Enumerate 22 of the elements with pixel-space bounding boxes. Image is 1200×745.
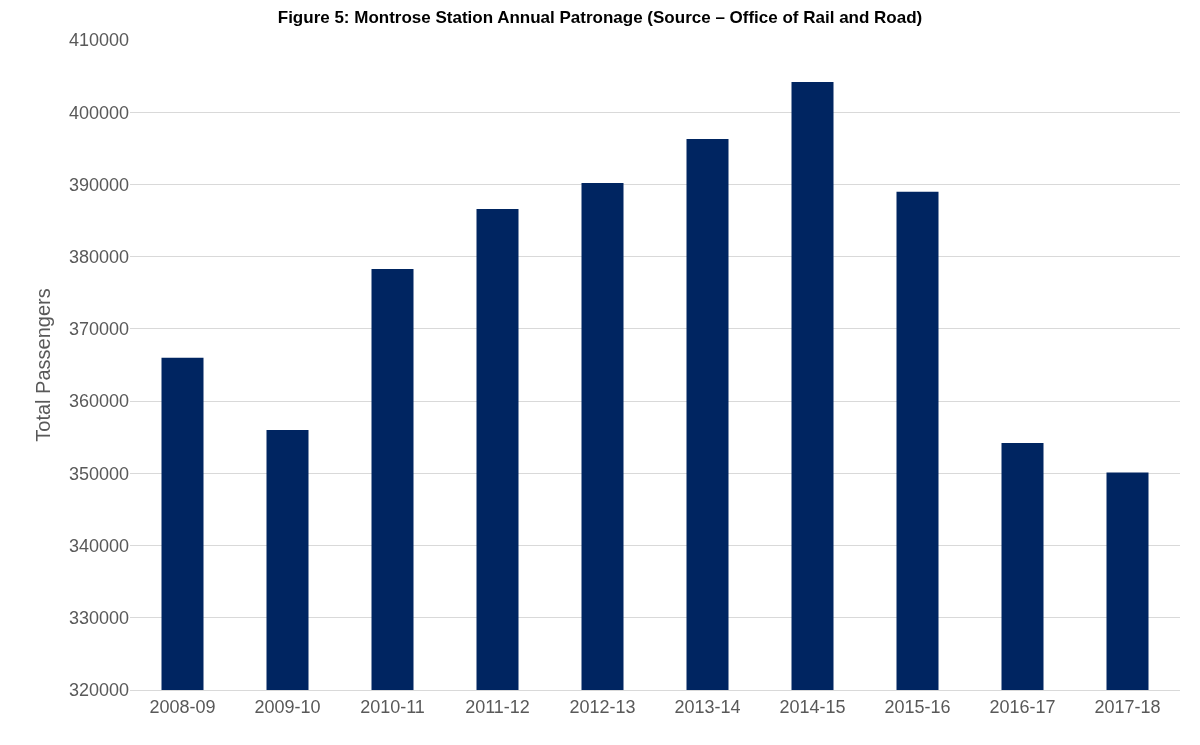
x-tick-label: 2013-14 bbox=[674, 696, 741, 717]
y-tick-label: 340000 bbox=[68, 535, 129, 556]
x-tick-label: 2015-16 bbox=[884, 696, 951, 717]
y-tick-label: 320000 bbox=[68, 680, 129, 701]
x-tick-label: 2010-11 bbox=[360, 696, 425, 717]
y-axis-title: Total Passengers bbox=[32, 288, 55, 442]
chart-title: Figure 5: Montrose Station Annual Patronage (Source – Office of Rail and Road) bbox=[277, 8, 923, 28]
y-tick-label: 380000 bbox=[68, 246, 129, 267]
y-tick-label: 400000 bbox=[68, 102, 129, 123]
x-tick-label: 2011-12 bbox=[465, 696, 530, 717]
x-tick-label: 2014-15 bbox=[779, 696, 846, 717]
x-tick-label: 2016-17 bbox=[989, 696, 1056, 717]
y-tick-label: 370000 bbox=[68, 319, 129, 340]
y-tick-label: 410000 bbox=[68, 30, 129, 51]
y-tick-label: 390000 bbox=[68, 174, 129, 195]
y-tick-label: 350000 bbox=[68, 463, 129, 484]
y-tick-label: 330000 bbox=[68, 608, 129, 629]
x-tick-label: 2009-10 bbox=[254, 696, 321, 717]
x-tick-label: 2017-18 bbox=[1094, 696, 1161, 717]
y-tick-label: 360000 bbox=[68, 391, 129, 412]
x-tick-label: 2012-13 bbox=[569, 696, 636, 717]
x-tick-label: 2008-09 bbox=[149, 696, 216, 717]
